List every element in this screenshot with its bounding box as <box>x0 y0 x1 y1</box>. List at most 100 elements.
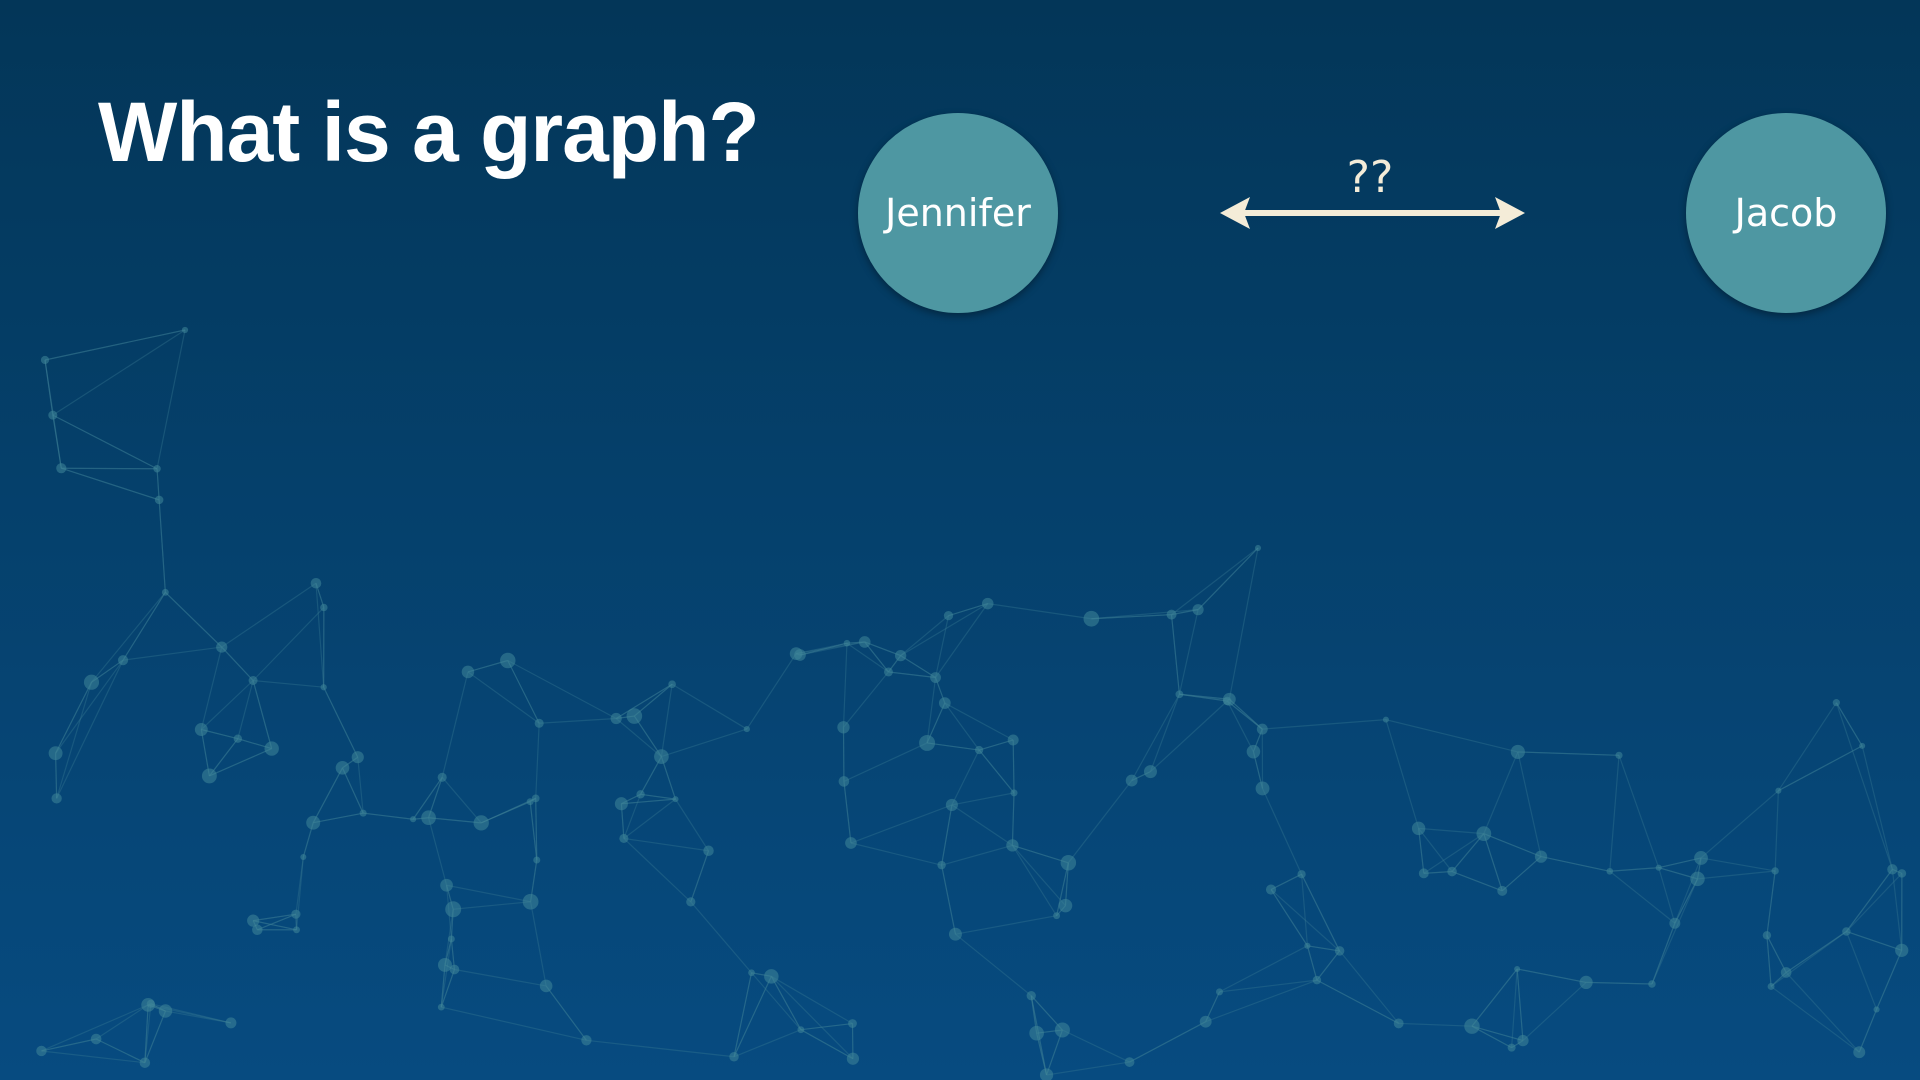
network-edge-line <box>623 794 642 839</box>
network-edge-line <box>164 591 223 648</box>
network-edge-line <box>1261 788 1303 875</box>
network-dot <box>291 909 301 919</box>
network-edge-line <box>52 415 62 469</box>
network-edge-line <box>1091 609 1199 620</box>
network-edge-line <box>1451 833 1485 872</box>
network-edge-line <box>1451 870 1503 892</box>
network-edge-line <box>1300 874 1309 946</box>
network-edge-line <box>441 671 469 778</box>
network-edge-line <box>1471 968 1518 1027</box>
network-edge-line <box>52 414 158 470</box>
network-edge-line <box>1045 1029 1063 1076</box>
network-edge-line <box>208 738 239 777</box>
network-edge-line <box>144 1010 167 1063</box>
network-dot <box>1304 942 1311 949</box>
network-edge-line <box>751 972 802 1031</box>
network-dot <box>533 856 541 864</box>
network-edge-line <box>440 938 452 1008</box>
network-edge-line <box>941 865 957 935</box>
network-edge-line <box>621 798 676 805</box>
network-edge-line <box>341 767 364 814</box>
network-edge-line <box>54 753 58 799</box>
network-edge-line <box>1501 856 1542 892</box>
network-edge-line <box>363 812 414 820</box>
network-edge-line <box>1045 1029 1063 1076</box>
network-dot <box>320 603 328 612</box>
network-edge-line <box>253 920 297 931</box>
network-edge-line <box>56 682 93 799</box>
network-edge-line <box>61 467 158 470</box>
network-edge-line <box>1483 833 1503 892</box>
network-dot <box>846 1052 860 1065</box>
network-edge-line <box>1483 751 1519 834</box>
network-edge-line <box>843 781 852 844</box>
network-dot <box>437 957 452 972</box>
network-edge-line <box>1618 755 1660 868</box>
network-edge-line <box>1228 698 1263 730</box>
network-edge-line <box>1651 923 1676 985</box>
network-edge-line <box>1170 614 1180 695</box>
network-dot <box>1771 867 1779 875</box>
network-edge-line <box>1170 614 1180 695</box>
double-arrow-icon <box>1220 197 1525 229</box>
network-edge-line <box>1846 930 1902 951</box>
network-edge-line <box>467 671 540 724</box>
network-dot <box>1897 869 1907 878</box>
network-edge-line <box>253 920 297 931</box>
network-dot <box>225 1017 237 1029</box>
network-edge-line <box>690 850 710 903</box>
network-dot <box>56 463 67 474</box>
network-edge-line <box>507 660 540 724</box>
network-edge-line <box>257 913 297 931</box>
network-edge-line <box>633 683 673 717</box>
network-edge-line <box>312 767 344 823</box>
network-edge-line <box>1398 1022 1472 1027</box>
network-edge-line <box>799 641 865 656</box>
network-edge-line <box>1418 827 1453 872</box>
network-edge-line <box>842 643 848 728</box>
network-edge-line <box>1586 981 1652 985</box>
network-edge-line <box>1316 979 1399 1024</box>
network-edge-line <box>323 686 359 758</box>
network-edge-line <box>1516 968 1524 1041</box>
network-dot <box>1256 723 1268 735</box>
network-dot <box>1859 742 1866 749</box>
network-edge-line <box>770 976 802 1030</box>
network-edge-line <box>888 671 936 679</box>
network-edge-line <box>1307 945 1340 952</box>
network-dot <box>1265 884 1277 895</box>
network-dot <box>729 1052 739 1062</box>
network-dot <box>797 1026 805 1034</box>
network-edge-line <box>951 804 1013 846</box>
network-dot <box>1853 1046 1866 1059</box>
network-edge-line <box>927 742 980 751</box>
network-dot <box>919 734 936 751</box>
network-edge-line <box>209 748 272 777</box>
network-edge-line <box>941 844 1013 866</box>
network-dot <box>1895 943 1909 957</box>
network-edge-line <box>850 842 942 866</box>
network-edge-line <box>944 702 1014 741</box>
network-edge-line <box>640 793 676 800</box>
network-edge-line <box>1674 857 1702 924</box>
network-dot <box>1054 1022 1070 1038</box>
network-edge-line <box>1835 702 1863 747</box>
network-edge-line <box>796 641 865 655</box>
network-edge-line <box>52 414 158 470</box>
network-dot <box>154 495 164 505</box>
network-edge-line <box>1179 693 1228 702</box>
network-dot <box>252 924 263 936</box>
network-dot <box>300 853 307 860</box>
network-edge-line <box>1835 702 1893 870</box>
network-edge-line <box>1522 981 1587 1042</box>
network-edge-line <box>1861 745 1893 870</box>
network-edge-line <box>295 856 304 915</box>
network-dot <box>48 410 58 420</box>
network-edge-line <box>535 798 538 860</box>
network-dot <box>843 639 851 647</box>
network-edge-line <box>1067 780 1133 864</box>
network-dot <box>526 798 534 806</box>
network-edge-line <box>1046 1061 1130 1076</box>
network-edge-line <box>253 913 296 922</box>
network-edge-line <box>1270 873 1302 891</box>
